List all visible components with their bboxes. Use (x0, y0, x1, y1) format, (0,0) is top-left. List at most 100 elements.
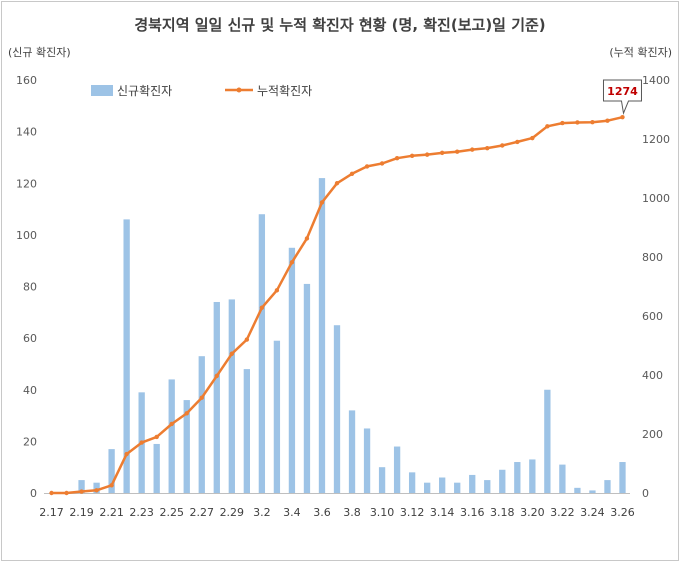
bar (514, 462, 521, 493)
bar (228, 299, 235, 493)
bar (378, 467, 386, 493)
x-tick-label: 3.6 (313, 506, 331, 519)
x-tick-label: 3.22 (550, 506, 575, 519)
cumulative-point (49, 490, 54, 496)
right-tick-label: 400 (642, 369, 663, 382)
cumulative-point (244, 337, 250, 342)
cumulative-point (259, 305, 265, 310)
x-tick-label: 3.4 (283, 506, 301, 519)
bar (78, 480, 85, 493)
x-tick-label: 3.12 (400, 506, 425, 519)
x-tick-label: 3.10 (370, 506, 395, 519)
x-tick-label: 3.20 (520, 506, 545, 519)
bar (168, 379, 175, 493)
bar (318, 178, 326, 493)
cumulative-point (485, 145, 490, 151)
cumulative-point (64, 490, 69, 496)
cumulative-point (139, 440, 144, 445)
bar (183, 400, 190, 493)
bar (574, 487, 581, 493)
bar (619, 462, 626, 493)
left-tick-label: 160 (16, 74, 37, 87)
cumulative-point (154, 434, 159, 440)
legend-bar-label: 신규확진자 (117, 84, 172, 98)
bar (544, 389, 551, 493)
cumulative-point (109, 483, 114, 488)
bar (559, 464, 566, 493)
right-axis-label: (누적 확진자) (609, 46, 672, 59)
x-tick-label: 3.18 (490, 506, 515, 519)
cumulative-point (379, 161, 385, 166)
cumulative-point (424, 152, 430, 157)
x-tick-label: 2.25 (159, 506, 184, 519)
bar (408, 472, 416, 493)
x-tick-label: 2.19 (69, 506, 94, 519)
left-tick-label: 40 (23, 384, 37, 397)
cumulative-point (229, 351, 235, 356)
chart-title: 경북지역 일일 신규 및 누적 확진자 현황 (명, 확진(보고)일 기준) (134, 16, 545, 34)
left-tick-label: 20 (23, 435, 37, 448)
x-tick-label: 2.21 (99, 506, 124, 519)
cumulative-point (214, 373, 219, 379)
cumulative-point (590, 119, 595, 125)
cumulative-point (169, 421, 174, 427)
cumulative-point (349, 171, 355, 177)
cumulative-point (79, 489, 84, 494)
cumulative-point (184, 411, 189, 416)
right-tick-label: 1200 (642, 133, 670, 146)
cumulative-point (199, 395, 204, 400)
x-tick-label: 2.17 (39, 506, 64, 519)
bar (484, 480, 491, 493)
cumulative-point (304, 236, 310, 241)
cumulative-point (289, 260, 295, 265)
x-tick-label: 2.29 (220, 506, 245, 519)
left-tick-label: 100 (16, 229, 37, 242)
left-tick-label: 120 (16, 177, 37, 190)
cumulative-point (455, 149, 460, 154)
cumulative-point (439, 150, 445, 156)
bar (469, 474, 476, 493)
cumulative-point (530, 135, 535, 141)
cumulative-point (515, 139, 520, 145)
bar (589, 490, 596, 493)
cumulative-point (620, 114, 625, 120)
legend-line-marker (236, 87, 242, 93)
bar (333, 325, 341, 493)
right-tick-label: 600 (642, 310, 663, 323)
x-tick-label: 3.8 (343, 506, 361, 519)
bar (273, 340, 281, 493)
cumulative-point (545, 124, 550, 129)
x-tick-label: 3.14 (430, 506, 455, 519)
bar (393, 446, 401, 493)
cumulative-point (605, 118, 610, 123)
bar (423, 482, 431, 493)
bar (123, 219, 130, 493)
x-tick-label: 3.2 (253, 506, 271, 519)
cumulative-point (409, 153, 415, 159)
right-tick-label: 0 (642, 487, 649, 500)
bar (93, 482, 100, 493)
left-axis-label: (신규 확진자) (8, 46, 71, 59)
cumulative-point (319, 200, 325, 205)
bar (363, 428, 371, 493)
x-tick-label: 3.16 (460, 506, 485, 519)
bar (288, 247, 296, 493)
bar (153, 443, 160, 493)
bar (499, 469, 506, 493)
cumulative-point (94, 488, 99, 493)
legend: 신규확진자 누적확진자 (91, 84, 312, 98)
bar (213, 301, 220, 493)
x-tick-label: 2.27 (190, 506, 215, 519)
bar (258, 214, 266, 493)
right-tick-label: 1400 (642, 74, 670, 87)
callout-label: 1274 (607, 85, 638, 98)
bar (108, 449, 115, 493)
left-tick-label: 140 (16, 126, 37, 139)
legend-bar-swatch (91, 85, 113, 96)
cumulative-point (500, 143, 505, 148)
cumulative-point (364, 164, 370, 169)
left-tick-label: 0 (30, 487, 37, 500)
bar (529, 459, 536, 493)
cumulative-point (394, 155, 400, 161)
